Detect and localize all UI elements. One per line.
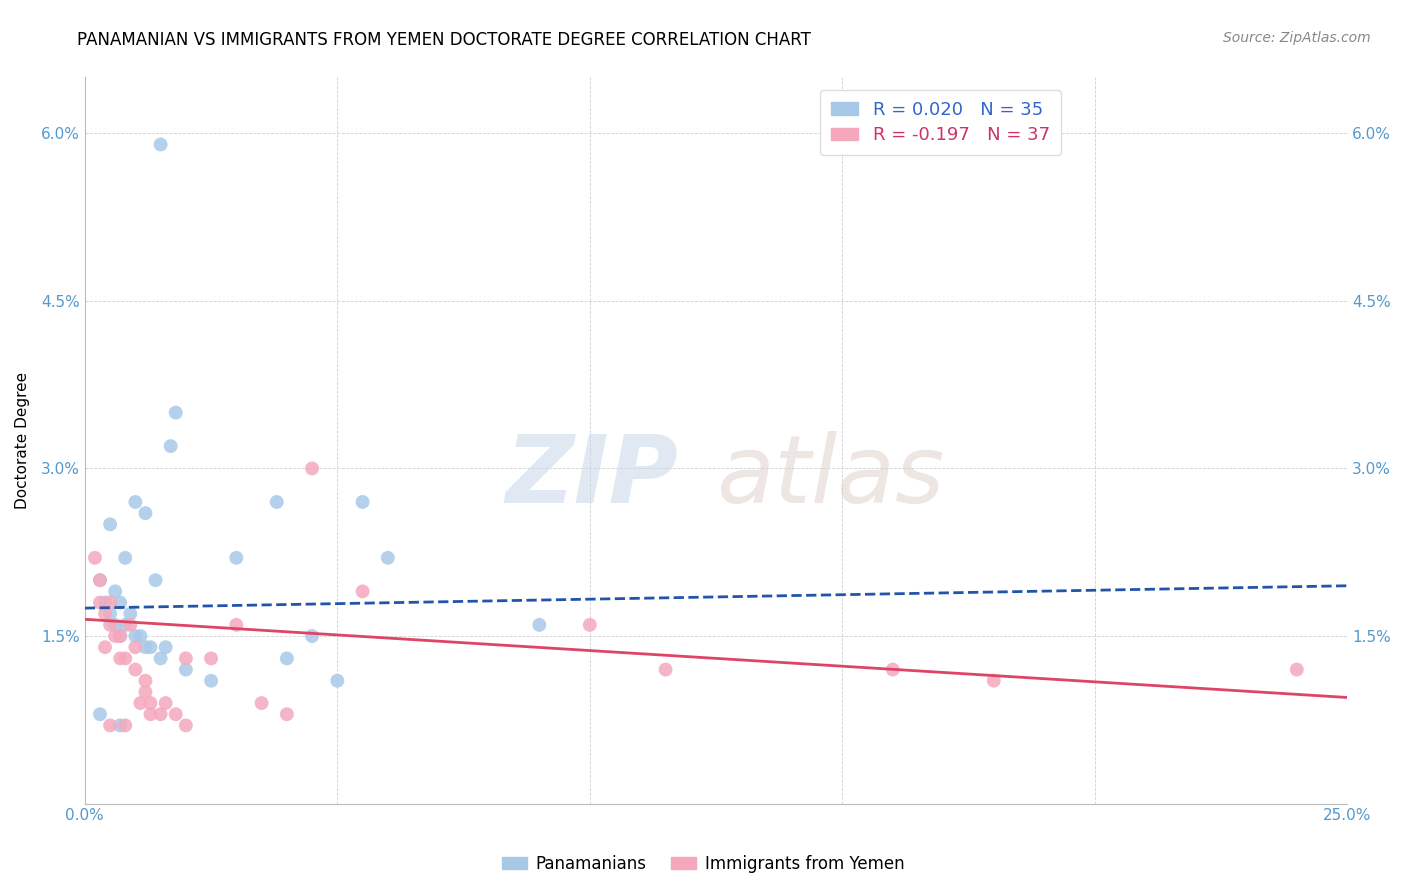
Point xyxy=(250,696,273,710)
Point xyxy=(165,406,187,420)
Point xyxy=(139,707,162,722)
Point xyxy=(120,618,142,632)
Point xyxy=(882,663,904,677)
Point xyxy=(578,618,600,632)
Point xyxy=(104,584,127,599)
Text: ZIP: ZIP xyxy=(505,431,678,523)
Point xyxy=(134,506,156,520)
Point xyxy=(377,550,399,565)
Point xyxy=(94,640,117,655)
Point xyxy=(159,439,181,453)
Point xyxy=(174,718,197,732)
Point xyxy=(352,495,374,509)
Point xyxy=(84,550,107,565)
Point xyxy=(301,629,323,643)
Point xyxy=(98,718,121,732)
Point xyxy=(139,640,162,655)
Point xyxy=(1285,663,1308,677)
Point xyxy=(124,629,146,643)
Point xyxy=(145,573,167,587)
Point xyxy=(108,651,131,665)
Point xyxy=(200,673,222,688)
Point xyxy=(114,651,136,665)
Text: atlas: atlas xyxy=(716,432,945,523)
Point xyxy=(266,495,288,509)
Point xyxy=(129,696,152,710)
Point xyxy=(94,607,117,621)
Point xyxy=(200,651,222,665)
Point xyxy=(174,663,197,677)
Point xyxy=(165,707,187,722)
Legend: Panamanians, Immigrants from Yemen: Panamanians, Immigrants from Yemen xyxy=(495,848,911,880)
Point xyxy=(114,550,136,565)
Point xyxy=(124,663,146,677)
Text: Source: ZipAtlas.com: Source: ZipAtlas.com xyxy=(1223,31,1371,45)
Point xyxy=(108,629,131,643)
Point xyxy=(149,707,172,722)
Point xyxy=(139,696,162,710)
Point xyxy=(120,607,142,621)
Point xyxy=(108,629,131,643)
Point xyxy=(276,651,298,665)
Point xyxy=(104,618,127,632)
Point xyxy=(134,685,156,699)
Point xyxy=(89,595,111,609)
Point xyxy=(98,595,121,609)
Text: PANAMANIAN VS IMMIGRANTS FROM YEMEN DOCTORATE DEGREE CORRELATION CHART: PANAMANIAN VS IMMIGRANTS FROM YEMEN DOCT… xyxy=(77,31,811,49)
Point xyxy=(114,618,136,632)
Point xyxy=(98,517,121,532)
Point xyxy=(155,640,177,655)
Point xyxy=(276,707,298,722)
Point xyxy=(654,663,676,677)
Point xyxy=(225,618,247,632)
Point xyxy=(529,618,551,632)
Point xyxy=(124,495,146,509)
Point xyxy=(114,718,136,732)
Point xyxy=(174,651,197,665)
Y-axis label: Doctorate Degree: Doctorate Degree xyxy=(15,372,30,509)
Point xyxy=(89,707,111,722)
Legend: R = 0.020   N = 35, R = -0.197   N = 37: R = 0.020 N = 35, R = -0.197 N = 37 xyxy=(820,90,1060,155)
Point xyxy=(94,595,117,609)
Point xyxy=(129,629,152,643)
Point xyxy=(983,673,1005,688)
Point xyxy=(89,573,111,587)
Point xyxy=(225,550,247,565)
Point xyxy=(352,584,374,599)
Point xyxy=(108,718,131,732)
Point xyxy=(301,461,323,475)
Point xyxy=(124,640,146,655)
Point xyxy=(98,607,121,621)
Point xyxy=(108,595,131,609)
Point xyxy=(326,673,349,688)
Point xyxy=(149,651,172,665)
Point xyxy=(89,573,111,587)
Point xyxy=(104,629,127,643)
Point xyxy=(134,640,156,655)
Point xyxy=(155,696,177,710)
Point xyxy=(134,673,156,688)
Point xyxy=(98,618,121,632)
Point xyxy=(149,137,172,152)
